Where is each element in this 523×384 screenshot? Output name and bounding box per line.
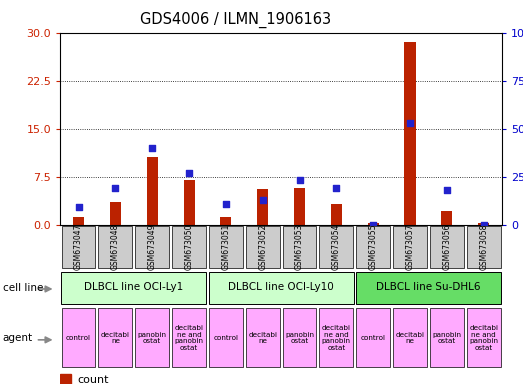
Point <box>185 170 193 176</box>
Bar <box>257 189 268 225</box>
FancyBboxPatch shape <box>282 308 316 367</box>
Bar <box>110 202 121 225</box>
Text: GSM673054: GSM673054 <box>332 223 341 270</box>
Text: decitabi
ne: decitabi ne <box>101 332 130 344</box>
FancyBboxPatch shape <box>430 225 464 268</box>
Text: control: control <box>66 335 91 341</box>
Text: GSM673050: GSM673050 <box>185 223 194 270</box>
Text: DLBCL line OCI-Ly1: DLBCL line OCI-Ly1 <box>84 282 184 292</box>
Text: GSM673051: GSM673051 <box>221 223 230 270</box>
FancyBboxPatch shape <box>209 225 243 268</box>
FancyBboxPatch shape <box>246 308 280 367</box>
Text: GSM673053: GSM673053 <box>295 223 304 270</box>
Text: GDS4006 / ILMN_1906163: GDS4006 / ILMN_1906163 <box>140 12 331 28</box>
Point <box>222 200 230 207</box>
Bar <box>60 374 71 384</box>
FancyBboxPatch shape <box>172 225 206 268</box>
Text: GSM673056: GSM673056 <box>442 223 451 270</box>
Point <box>480 222 488 228</box>
FancyBboxPatch shape <box>356 308 390 367</box>
Text: GSM673057: GSM673057 <box>405 223 415 270</box>
Text: GSM673052: GSM673052 <box>258 223 267 270</box>
Point <box>258 197 267 203</box>
FancyBboxPatch shape <box>320 308 354 367</box>
Bar <box>294 187 305 225</box>
FancyBboxPatch shape <box>393 225 427 268</box>
Text: decitabi
ne and
panobin
ostat: decitabi ne and panobin ostat <box>322 325 351 351</box>
Bar <box>184 180 195 225</box>
Bar <box>146 157 158 225</box>
FancyBboxPatch shape <box>356 273 501 303</box>
FancyBboxPatch shape <box>246 225 280 268</box>
FancyBboxPatch shape <box>467 308 501 367</box>
Text: decitabi
ne: decitabi ne <box>395 332 425 344</box>
Point <box>406 120 414 126</box>
Bar <box>441 210 452 225</box>
Text: cell line: cell line <box>3 283 43 293</box>
Point <box>442 187 451 193</box>
Text: GSM673049: GSM673049 <box>147 223 157 270</box>
FancyBboxPatch shape <box>61 273 207 303</box>
Text: GSM673058: GSM673058 <box>479 223 488 270</box>
Text: DLBCL line Su-DHL6: DLBCL line Su-DHL6 <box>376 282 481 292</box>
FancyBboxPatch shape <box>209 308 243 367</box>
FancyBboxPatch shape <box>172 308 206 367</box>
FancyBboxPatch shape <box>62 225 96 268</box>
Text: count: count <box>77 375 108 384</box>
Point <box>148 145 156 151</box>
Point <box>111 185 120 191</box>
Text: GSM673055: GSM673055 <box>369 223 378 270</box>
FancyBboxPatch shape <box>282 225 316 268</box>
Text: decitabi
ne: decitabi ne <box>248 332 277 344</box>
Text: decitabi
ne and
panobin
ostat: decitabi ne and panobin ostat <box>175 325 203 351</box>
Text: panobin
ostat: panobin ostat <box>138 332 167 344</box>
FancyBboxPatch shape <box>98 308 132 367</box>
FancyBboxPatch shape <box>467 225 501 268</box>
Bar <box>220 217 231 225</box>
FancyBboxPatch shape <box>356 225 390 268</box>
Point <box>332 185 340 191</box>
Bar <box>478 223 489 225</box>
FancyBboxPatch shape <box>393 308 427 367</box>
Text: panobin
ostat: panobin ostat <box>433 332 461 344</box>
Text: control: control <box>361 335 385 341</box>
Point <box>369 222 378 228</box>
Point <box>295 177 304 184</box>
Text: panobin
ostat: panobin ostat <box>285 332 314 344</box>
FancyBboxPatch shape <box>98 225 132 268</box>
FancyBboxPatch shape <box>62 308 96 367</box>
FancyBboxPatch shape <box>135 308 169 367</box>
FancyBboxPatch shape <box>430 308 464 367</box>
Text: GSM673048: GSM673048 <box>111 223 120 270</box>
Bar <box>368 223 379 225</box>
Text: GSM673047: GSM673047 <box>74 223 83 270</box>
Bar <box>73 217 84 225</box>
FancyBboxPatch shape <box>135 225 169 268</box>
Bar <box>331 204 342 225</box>
FancyBboxPatch shape <box>320 225 354 268</box>
Text: decitabi
ne and
panobin
ostat: decitabi ne and panobin ostat <box>469 325 498 351</box>
Text: control: control <box>213 335 238 341</box>
Point <box>74 204 83 210</box>
Text: DLBCL line OCI-Ly10: DLBCL line OCI-Ly10 <box>228 282 334 292</box>
Bar <box>404 42 416 225</box>
Text: agent: agent <box>3 333 33 343</box>
FancyBboxPatch shape <box>209 273 354 303</box>
